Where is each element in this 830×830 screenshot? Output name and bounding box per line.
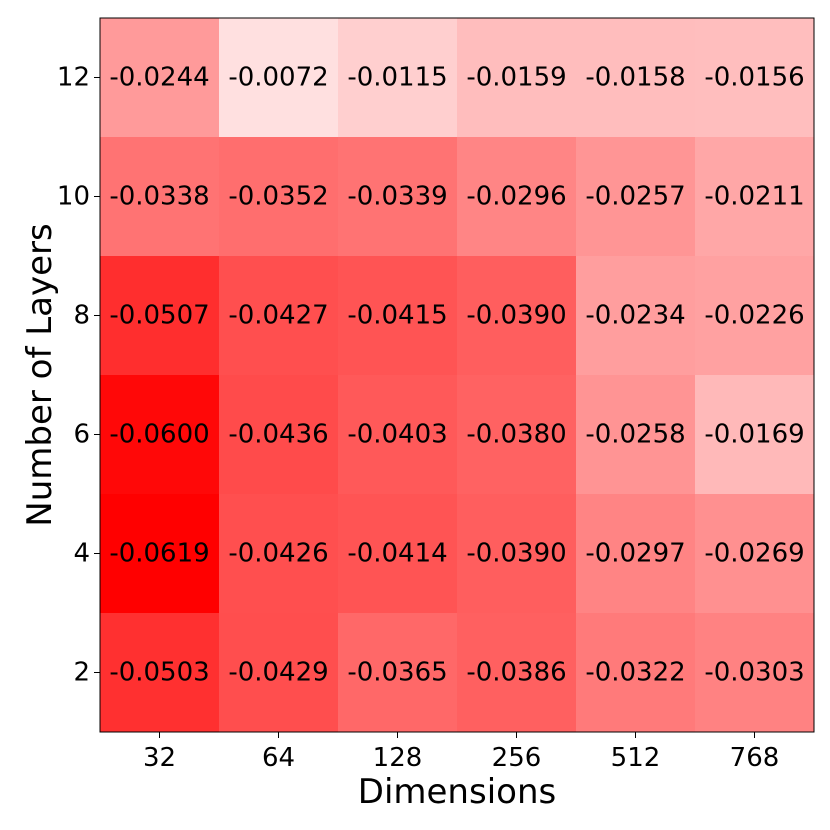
cell-value-label: -0.0390 [466,539,566,569]
x-tick-label: 64 [262,743,295,773]
cell-value-label: -0.0296 [466,182,566,212]
cell-value-label: -0.0322 [585,658,685,688]
cell-value-label: -0.0115 [347,63,447,93]
heatmap-cell [219,256,339,376]
cell-value-label: -0.0365 [347,658,447,688]
cell-value-label: -0.0303 [704,658,804,688]
heatmap-cell [338,137,458,257]
cell-value-label: -0.0297 [585,539,685,569]
cell-value-label: -0.0600 [109,420,209,450]
x-tick-label: 32 [143,743,176,773]
heatmap-cell [100,494,220,614]
cell-value-label: -0.0072 [228,63,328,93]
y-tick-label: 10 [57,182,90,212]
heatmap-cell [695,137,815,257]
heatmap-cell [695,375,815,495]
heatmap-cell [100,137,220,257]
heatmap-cell [219,494,339,614]
y-axis-ticks: 12 10 8 6 4 2 [57,63,100,688]
x-tick-label: 256 [492,743,542,773]
cell-value-label: -0.0507 [109,301,209,331]
heatmap-cell [576,256,696,376]
heatmap-cells: -0.0244 -0.0072 -0.0115 -0.0159 -0.0158 -0.01… [100,18,815,733]
heatmap-cell [338,256,458,376]
y-tick-label: 2 [73,658,90,688]
cell-value-label: -0.0352 [228,182,328,212]
cell-value-label: -0.0386 [466,658,566,688]
cell-value-label: -0.0169 [704,420,804,450]
heatmap-cell [219,375,339,495]
x-tick-label: 768 [730,743,780,773]
heatmap-cell [219,18,339,138]
y-axis-title: Number of Layers [20,223,60,526]
cell-value-label: -0.0415 [347,301,447,331]
cell-value-label: -0.0258 [585,420,685,450]
heatmap-cell [576,18,696,138]
y-tick-label: 4 [73,539,90,569]
cell-value-label: -0.0158 [585,63,685,93]
cell-value-label: -0.0619 [109,539,209,569]
cell-value-label: -0.0159 [466,63,566,93]
heatmap-cell [219,613,339,733]
cell-value-label: -0.0429 [228,658,328,688]
heatmap-cell [457,137,577,257]
cell-value-label: -0.0257 [585,182,685,212]
x-tick-label: 128 [373,743,423,773]
cell-value-label: -0.0226 [704,301,804,331]
heatmap-cell [457,613,577,733]
heatmap-cell [457,256,577,376]
heatmap-cell [100,613,220,733]
heatmap-cell [695,613,815,733]
heatmap-cell [100,18,220,138]
heatmap-cell [576,494,696,614]
cell-value-label: -0.0269 [704,539,804,569]
y-tick-label: 12 [57,63,90,93]
cell-value-label: -0.0390 [466,301,566,331]
cell-value-label: -0.0436 [228,420,328,450]
cell-value-label: -0.0380 [466,420,566,450]
heatmap-cell [457,375,577,495]
heatmap-cell [338,494,458,614]
cell-value-label: -0.0234 [585,301,685,331]
cell-value-label: -0.0156 [704,63,804,93]
heatmap-cell [695,256,815,376]
y-tick-label: 8 [73,301,90,331]
cell-value-label: -0.0426 [228,539,328,569]
x-axis-title: Dimensions [358,772,556,812]
heatmap-cell [338,18,458,138]
heatmap-cell [100,375,220,495]
cell-value-label: -0.0338 [109,182,209,212]
cell-value-label: -0.0211 [704,182,804,212]
cell-value-label: -0.0244 [109,63,209,93]
heatmap-cell [338,613,458,733]
heatmap-cell [576,375,696,495]
cell-value-label: -0.0403 [347,420,447,450]
heatmap-cell [576,137,696,257]
cell-value-label: -0.0427 [228,301,328,331]
cell-value-label: -0.0339 [347,182,447,212]
cell-value-label: -0.0503 [109,658,209,688]
heatmap-cell [576,613,696,733]
heatmap-cell [338,375,458,495]
heatmap-cell [219,137,339,257]
y-tick-label: 6 [73,420,90,450]
heatmap-cell [457,494,577,614]
cell-value-label: -0.0414 [347,539,447,569]
x-tick-label: 512 [611,743,661,773]
x-axis-ticks: 32 64 128 256 512 768 [143,732,779,773]
heatmap-cell [695,18,815,138]
heatmap-cell [100,256,220,376]
plot-frame [99,17,815,733]
heatmap-cell [695,494,815,614]
heatmap-cell [457,18,577,138]
